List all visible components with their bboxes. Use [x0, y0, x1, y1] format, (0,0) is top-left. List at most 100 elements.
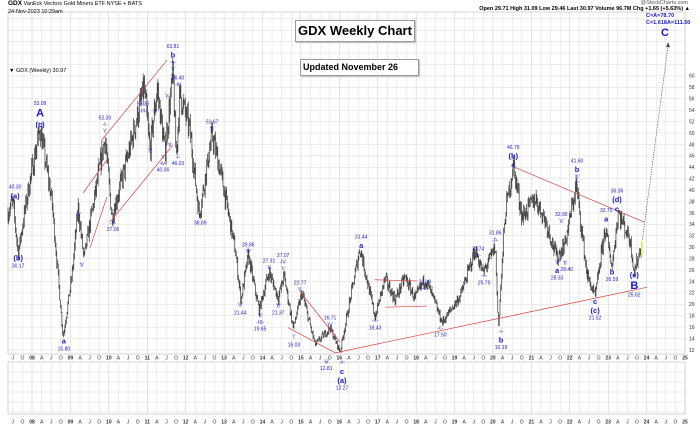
x-tick-label: 24 — [644, 356, 650, 362]
lower-x-tick-label: J — [319, 420, 322, 426]
lower-x-tick-label: 17 — [375, 420, 381, 426]
x-tick-label: A — [501, 356, 505, 362]
trendlines — [82, 42, 671, 354]
x-tick-label: 13 — [221, 356, 227, 362]
wave-annotation-label: 40.30 — [9, 185, 22, 191]
trendline-triangle-upper — [513, 166, 645, 223]
lower-x-tick-label: O — [251, 420, 255, 426]
trendline-triangle-lower — [335, 286, 648, 354]
wave-annotation-label: 16.19 — [495, 345, 508, 351]
lower-x-tick-label: J — [396, 420, 399, 426]
wave-annotation-label: a — [604, 214, 609, 223]
lower-x-tick-label: A — [155, 420, 159, 426]
axes: 12 14 16 18 20 22 24 26 28 30 32 34 36 38 40 42 44 46 48 50… — [12, 74, 695, 426]
lower-x-tick-label: A — [424, 420, 428, 426]
lower-x-tick-label: A — [78, 420, 82, 426]
lower-x-tick-label: J — [588, 420, 591, 426]
wave-annotation-label: -x- — [475, 253, 481, 259]
y-tick-label: 20 — [689, 302, 695, 308]
wave-annotation-label: 'c' — [171, 67, 175, 73]
x-tick-label: J — [588, 356, 591, 362]
wave-annotation-label: 18.43 — [369, 326, 382, 332]
x-tick-label: O — [174, 356, 178, 362]
x-tick-label: 11 — [145, 356, 151, 362]
wave-annotation-label: c — [511, 161, 515, 170]
lower-x-tick-label: O — [443, 420, 447, 426]
y-tick-label: 42 — [689, 177, 695, 183]
lower-x-tick-label: O — [328, 420, 332, 426]
lower-x-tick-label: O — [59, 420, 63, 426]
wave-annotation-label: 21.52 — [589, 316, 602, 322]
wave-annotation-label: -iv- — [160, 161, 167, 167]
x-tick-label: A — [462, 356, 466, 362]
wave-annotation-label: 'ii' — [298, 288, 302, 294]
x-tick-label: O — [289, 356, 293, 362]
target-c-1618a: C=1.618A=111.50 — [646, 20, 691, 26]
wave-annotation-label: b — [610, 267, 615, 276]
wave-annotation-label: -ii- — [175, 82, 181, 88]
symbol-header: GDX VanEck Vectors Gold Miners ETF NYSE … — [8, 0, 142, 8]
wave-annotation-label: 'v' — [258, 313, 262, 319]
x-tick-label: A — [578, 356, 582, 362]
x-tick-label: O — [97, 356, 101, 362]
y-tick-label: 58 — [689, 85, 695, 91]
x-tick-label: O — [328, 356, 332, 362]
y-tick-label: 44 — [689, 165, 695, 171]
lower-x-tick-label: O — [289, 420, 293, 426]
projection-line — [642, 45, 669, 240]
lower-x-tick-label: 22 — [567, 420, 573, 426]
lower-x-tick-label: O — [405, 420, 409, 426]
x-tick-label: 21 — [529, 356, 535, 362]
wave-annotation-label: 'a' — [267, 265, 272, 271]
lower-x-tick-label: A — [462, 420, 466, 426]
lower-x-tick-label: J — [280, 420, 283, 426]
symbol-name: VanEck Vectors Gold Miners ETF NYSE + BA… — [23, 1, 142, 7]
wave-annotation-label: 'a' — [559, 218, 564, 224]
wave-annotation-label: -i- — [499, 329, 504, 335]
wave-annotation-label: (b) — [13, 254, 23, 263]
x-tick-label: O — [366, 356, 370, 362]
lower-x-tick-label: O — [558, 420, 562, 426]
wave-annotation-label: 'i' — [292, 335, 295, 341]
wave-annotation-label: 46.78 — [507, 145, 520, 151]
wave-annotation-label: 27.07 — [277, 253, 290, 259]
wave-annotation-label: 'iv' — [245, 249, 251, 255]
lower-x-tick-label: 14 — [260, 420, 266, 426]
trendline-wedge-2009-lower — [89, 196, 108, 248]
x-tick-label: O — [251, 356, 255, 362]
chart-datetime: 24-Nov-2023 10:29am — [8, 9, 63, 15]
y-tick-label: 34 — [689, 222, 695, 228]
x-tick-label: 20 — [490, 356, 496, 362]
wave-annotation-label: a — [359, 241, 364, 250]
wave-annotation-label: (a) — [337, 376, 347, 385]
wave-annotation-label: (a) — [11, 192, 21, 201]
wave-annotation-label: 29.86 — [242, 242, 255, 248]
lower-x-tick-label: J — [204, 420, 207, 426]
x-tick-label: O — [597, 356, 601, 362]
wave-c-label: C — [661, 27, 669, 39]
y-tick-label: 14 — [689, 336, 695, 342]
wave-annotation-label: 'b' — [563, 260, 568, 266]
y-tick-label: 54 — [689, 108, 695, 114]
lower-x-tick-label: 24 — [644, 420, 650, 426]
wave-annotation-label: 25.62 — [628, 292, 641, 298]
lower-x-tick-label: J — [626, 420, 629, 426]
wave-annotation-label: 'b' — [210, 127, 215, 133]
wave-annotation-label: 'b' — [575, 175, 580, 181]
updated-box: Updated November 26 — [300, 59, 419, 76]
wave-annotation-label: -IV- — [279, 260, 287, 266]
x-tick-label: O — [59, 356, 63, 362]
quote-line: Open 29.71 High 31.09 Low 29.46 Last 30.… — [479, 6, 690, 12]
y-tick-label: 36 — [689, 211, 695, 217]
wave-annotation-label: b — [575, 165, 580, 174]
wave-annotation-label: 21.37 — [272, 311, 285, 317]
x-tick-label: A — [424, 356, 428, 362]
y-tick-label: 40 — [689, 188, 695, 194]
lower-x-tick-label: A — [655, 420, 659, 426]
wave-annotation-label: 25.75 — [478, 281, 491, 287]
wave-annotation-label: -a- — [481, 273, 487, 279]
wave-annotation-label: 'c' — [281, 266, 285, 272]
x-tick-label: J — [204, 356, 207, 362]
wave-annotation-label: 27.31 — [263, 258, 276, 264]
y-tick-label: 26 — [689, 268, 695, 274]
